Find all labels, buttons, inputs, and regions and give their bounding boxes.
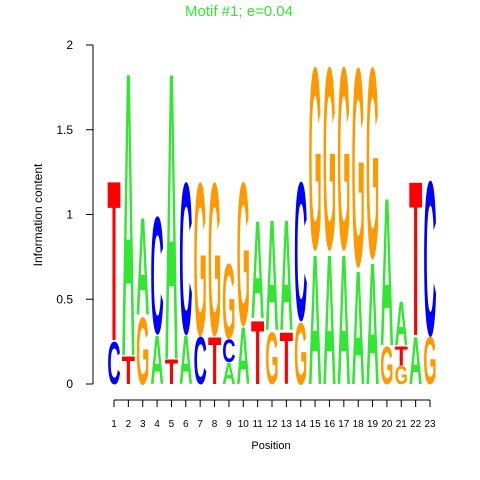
x-tick-label: 13 — [281, 419, 293, 430]
logo-letter: A — [366, 227, 379, 422]
logo-letter: A — [136, 188, 149, 344]
logo-letter: A — [122, 0, 135, 442]
logo-letter: G — [237, 140, 250, 369]
x-tick-label: 6 — [183, 419, 189, 430]
logo-letter: G — [423, 324, 436, 399]
x-tick-label: 7 — [197, 419, 203, 430]
y-tick-label: 0.5 — [56, 292, 73, 306]
x-tick-label: 23 — [424, 419, 436, 430]
logo-letter: A — [265, 188, 278, 365]
logo-letter: T — [122, 349, 135, 393]
logo-letter: A — [337, 216, 350, 424]
logo-letter: G — [337, 12, 350, 304]
logo-letter: G — [208, 138, 221, 382]
x-axis-label: Position — [251, 440, 290, 452]
x-tick-label: 8 — [212, 419, 218, 430]
y-tick-label: 1.5 — [56, 123, 73, 137]
logo-letter: A — [165, 0, 178, 447]
logo-letter: C — [107, 329, 120, 397]
x-tick-label: 5 — [169, 419, 175, 430]
logo-letter: A — [280, 188, 293, 365]
x-tick-label: 11 — [252, 419, 263, 430]
logo-letter: G — [222, 241, 235, 361]
logo-letter: A — [179, 322, 192, 400]
logo-letter: G — [366, 11, 379, 315]
x-tick-label: 14 — [295, 419, 307, 430]
x-tick-label: 17 — [338, 419, 350, 430]
logo-letter: G — [395, 361, 408, 389]
logo-letter: T — [165, 352, 178, 391]
logo-letter: A — [251, 191, 264, 347]
logo-letter: A — [380, 155, 393, 392]
chart-title: Motif #1; e=0.04 — [185, 3, 293, 20]
x-tick-label: 2 — [126, 419, 132, 430]
x-tick-label: 22 — [410, 419, 422, 430]
logo-letter: C — [222, 333, 235, 369]
y-tick-label: 1 — [66, 208, 73, 222]
x-tick-label: 18 — [353, 419, 365, 430]
logo-letter: C — [150, 183, 163, 370]
logo-letter: T — [208, 324, 221, 399]
x-tick-label: 1 — [111, 419, 117, 430]
x-tick-label: 10 — [238, 419, 250, 430]
logo-letter: A — [323, 216, 336, 424]
x-tick-label: 9 — [226, 419, 232, 430]
logo-letter: T — [107, 134, 120, 389]
logo-letter: T — [409, 136, 422, 382]
logo-letter: G — [136, 298, 149, 404]
x-tick-label: 21 — [396, 419, 408, 430]
logo-letter: T — [251, 303, 264, 404]
logo-letter: G — [308, 12, 321, 304]
x-tick-label: 16 — [324, 419, 336, 430]
logo-letter: C — [423, 136, 436, 382]
x-tick-label: 15 — [310, 419, 322, 430]
logo-letter: G — [323, 12, 336, 304]
logo-letter: C — [294, 142, 307, 363]
logo-letter: A — [395, 288, 408, 359]
logo-letter: G — [265, 316, 278, 400]
y-axis-label: Information content — [31, 163, 45, 266]
logo-letter: G — [294, 304, 307, 402]
logo-letter: A — [409, 324, 422, 399]
x-tick-label: 12 — [266, 419, 278, 430]
x-tick-label: 19 — [367, 419, 379, 430]
logo-letter: C — [179, 138, 192, 379]
logo-letter: A — [222, 357, 235, 391]
logo-letter: A — [352, 237, 365, 419]
logo-letter: A — [308, 216, 321, 424]
x-tick-label: 3 — [140, 419, 146, 430]
logo-letter: G — [352, 9, 365, 326]
logo-letter: T — [395, 340, 408, 371]
x-tick-label: 4 — [154, 419, 160, 430]
y-tick-label: 0 — [66, 377, 73, 391]
logo-letter: A — [150, 322, 163, 400]
logo-letter: G — [194, 138, 207, 382]
logo-letter: T — [280, 316, 293, 400]
x-tick-label: 20 — [381, 419, 393, 430]
logo-letter: C — [194, 324, 207, 399]
logo-letter: A — [237, 311, 250, 402]
logo-letter: G — [380, 335, 393, 395]
y-tick-label: 2 — [66, 38, 73, 52]
